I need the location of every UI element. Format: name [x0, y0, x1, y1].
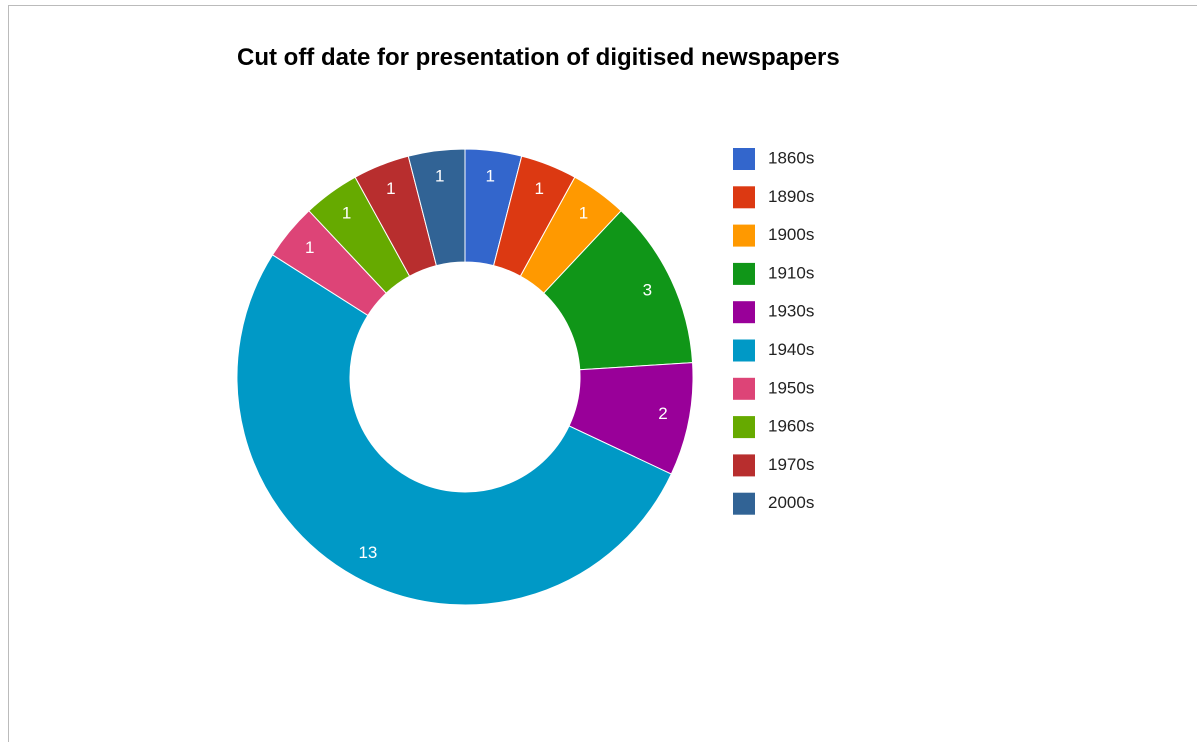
data-label: 3 [643, 281, 652, 300]
legend-swatch [733, 186, 755, 209]
legend-swatch [733, 301, 755, 324]
data-label: 1 [305, 238, 314, 257]
data-label: 1 [386, 179, 395, 198]
legend-swatch [733, 416, 755, 439]
slice [236, 254, 672, 606]
chart-title: Cut off date for presentation of digitis… [237, 44, 840, 71]
legend-label: 1860s [768, 148, 814, 167]
legend-swatch [733, 262, 755, 285]
legend-label: 1930s [768, 302, 814, 321]
data-label: 1 [342, 203, 351, 222]
data-label: 1 [534, 179, 543, 198]
legend-label: 1910s [768, 263, 814, 282]
legend-swatch [733, 224, 755, 247]
data-label: 13 [358, 543, 377, 562]
legend-label: 1970s [768, 455, 814, 474]
legend-label: 2000s [768, 493, 814, 512]
legend-label: 1900s [768, 225, 814, 244]
legend-label: 1940s [768, 340, 814, 359]
legend-swatch [733, 148, 755, 170]
legend-label: 1890s [768, 187, 814, 206]
legend-label: 1960s [768, 417, 814, 436]
legend-swatch [733, 339, 755, 362]
data-label: 1 [486, 167, 495, 186]
data-label: 1 [435, 167, 444, 186]
legend-swatch [733, 492, 755, 515]
legend-swatch [733, 454, 755, 477]
data-label: 1 [579, 203, 588, 222]
legend-swatch [733, 377, 755, 400]
legend-label: 1950s [768, 378, 814, 397]
page-frame [8, 5, 1197, 742]
slice [407, 148, 466, 267]
data-label: 2 [658, 404, 667, 423]
